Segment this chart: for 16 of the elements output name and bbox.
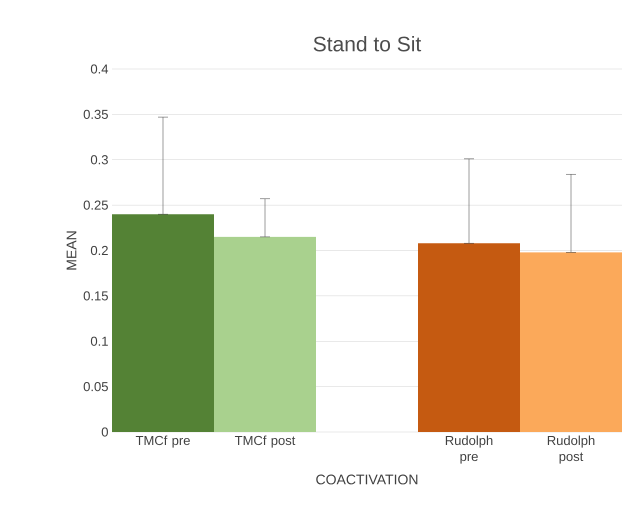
x-tick-label: TMCf pre (136, 436, 190, 448)
y-tick-label: 0.25 (84, 200, 108, 210)
y-tick-label: 0.35 (84, 110, 108, 119)
y-axis-title: MEAN (66, 231, 76, 270)
chart-title: Stand to Sit (314, 36, 422, 52)
x-tick-label: Rudolph post (548, 436, 594, 464)
y-tick-label: 0.4 (90, 64, 108, 74)
y-tick-label: 0.05 (84, 382, 108, 392)
y-tick-label: 0 (102, 427, 108, 437)
y-tick-label: 0.1 (90, 336, 108, 346)
x-tick-label: TMCf post (234, 436, 296, 448)
y-tick-label: 0.3 (90, 155, 108, 164)
y-tick-label: 0.15 (84, 291, 108, 300)
x-axis-title: COACTIVATION (316, 474, 418, 484)
x-tick-label: Rudolph pre (446, 436, 492, 464)
y-tick-label: 0.2 (90, 246, 108, 256)
